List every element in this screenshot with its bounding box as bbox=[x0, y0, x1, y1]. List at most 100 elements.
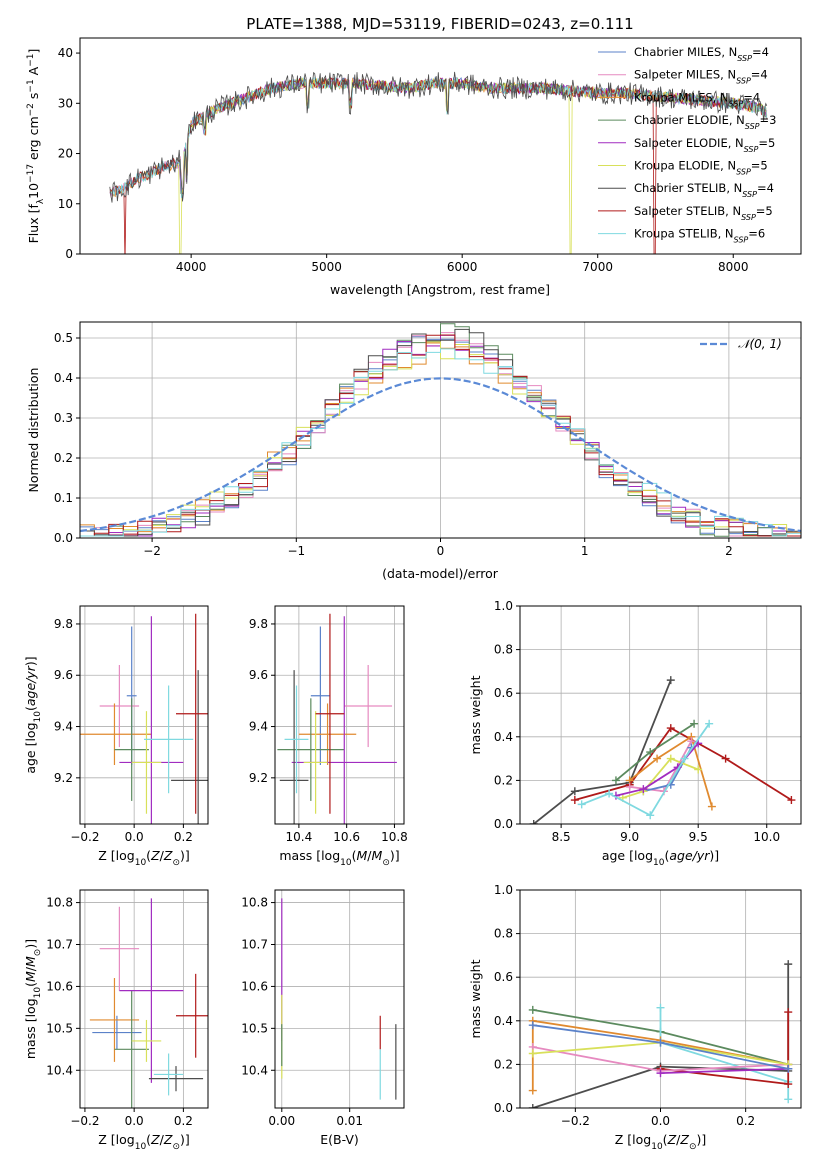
series-line bbox=[533, 679, 672, 824]
x-tick-label: 10.4 bbox=[286, 830, 313, 844]
point-marker bbox=[787, 796, 796, 805]
label-part: age [log bbox=[602, 848, 653, 863]
y-tick-label: 9.8 bbox=[54, 617, 73, 631]
label-part: 10 bbox=[33, 987, 43, 999]
label-part: λ bbox=[36, 198, 46, 204]
legend-text: Salpeter STELIB, N bbox=[634, 204, 741, 218]
label-part: Z bbox=[150, 848, 160, 863]
error-bar-point bbox=[277, 698, 345, 801]
error-bar-point bbox=[279, 670, 309, 824]
y-tick-label: 10.7 bbox=[241, 938, 268, 952]
y-tick-label: 10.5 bbox=[241, 1021, 268, 1035]
y-tick-label: 9.6 bbox=[249, 668, 268, 682]
label-part: )] bbox=[696, 1132, 706, 1147]
y-tick-label: 9.2 bbox=[54, 771, 73, 785]
point-marker bbox=[639, 785, 648, 794]
y-axis-label: mass weight bbox=[468, 959, 483, 1038]
label-part: ( bbox=[146, 848, 151, 863]
legend-entry: Kroupa MILES, NSSP=4 bbox=[634, 90, 760, 108]
x-tick-label: −0.2 bbox=[561, 1114, 590, 1128]
error-bar-point bbox=[99, 664, 140, 748]
x-tick-label: 8.5 bbox=[552, 830, 571, 844]
legend-eq: =5 bbox=[756, 204, 773, 218]
label-part: age/yr bbox=[669, 848, 710, 863]
y-tick-label: 10.7 bbox=[46, 938, 73, 952]
error-bar-point bbox=[315, 613, 345, 814]
axes-frame bbox=[79, 605, 209, 825]
label-part: ⊙ bbox=[382, 858, 390, 868]
label-part: −17 bbox=[26, 164, 36, 183]
point-marker bbox=[528, 1021, 537, 1030]
label-part: ( bbox=[146, 1132, 151, 1147]
legend-entry: Chabrier MILES, NSSP=4 bbox=[634, 45, 769, 63]
label-part: )] bbox=[23, 656, 38, 666]
legend-entry: Chabrier STELIB, NSSP=4 bbox=[634, 181, 774, 199]
label-part: s bbox=[26, 93, 41, 104]
panel-mass-vs-ebv: 0.00 0.01 10.4 10.5 10.6 10.7 10.8 E(B-V) bbox=[241, 889, 405, 1147]
y-tick-label: 10.5 bbox=[46, 1021, 73, 1035]
legend-eq: =3 bbox=[760, 113, 777, 127]
label-part: mass weight bbox=[468, 959, 483, 1038]
label-part: / bbox=[23, 966, 38, 971]
x-tick-label: 0.0 bbox=[125, 1114, 144, 1128]
label-part: M bbox=[372, 848, 383, 863]
error-bar-point bbox=[131, 1019, 162, 1062]
error-bar-point bbox=[119, 898, 184, 1083]
x-axis-label: E(B-V) bbox=[320, 1132, 359, 1147]
error-bar-point bbox=[284, 685, 309, 794]
legend-entry: Salpeter STELIB, NSSP=5 bbox=[634, 204, 773, 222]
y-tick-label: 0.1 bbox=[54, 491, 73, 505]
y-axis-label: age [log10(age/yr)] bbox=[23, 656, 43, 773]
label-part: )] bbox=[180, 848, 190, 863]
label-part: )] bbox=[709, 848, 719, 863]
label-part: −1 bbox=[26, 54, 36, 67]
point-marker bbox=[528, 1086, 537, 1095]
label-part: )] bbox=[390, 848, 400, 863]
legend-sub: SSP bbox=[736, 76, 751, 85]
panel-spectrum: 4000 5000 6000 7000 8000 0 10 20 30 40 wavelength … bbox=[26, 37, 802, 297]
legend-text: Salpeter MILES, N bbox=[634, 68, 736, 82]
plot-area bbox=[80, 323, 801, 538]
error-bar-point bbox=[171, 670, 208, 824]
y-tick-label: 10.4 bbox=[46, 1063, 73, 1077]
point-marker bbox=[690, 719, 699, 728]
spectrum-line bbox=[109, 76, 768, 198]
legend-eq: =4 bbox=[751, 68, 768, 82]
point-marker bbox=[694, 765, 703, 774]
label-part: ( bbox=[352, 848, 357, 863]
y-tick-label: 0.4 bbox=[54, 371, 73, 385]
legend-entry: 𝒩(0, 1) bbox=[738, 337, 782, 351]
error-bar-point bbox=[344, 664, 393, 748]
x-tick-label: 10.8 bbox=[381, 830, 408, 844]
x-tick-label: −0.2 bbox=[70, 1114, 99, 1128]
y-axis-label: mass weight bbox=[468, 675, 483, 754]
legend-text: Salpeter ELODIE, N bbox=[634, 136, 744, 150]
label-part: Z [log bbox=[98, 1132, 134, 1147]
point-marker bbox=[784, 1095, 793, 1104]
label-part: Normed distribution bbox=[26, 368, 41, 493]
label-part: Z bbox=[667, 1132, 677, 1147]
point-marker bbox=[611, 776, 620, 785]
label-part: Z bbox=[163, 848, 173, 863]
legend-text: Kroupa MILES, N bbox=[634, 90, 729, 104]
y-tick-label: 10.8 bbox=[241, 896, 268, 910]
point-marker bbox=[656, 1069, 665, 1078]
plot-area bbox=[89, 898, 208, 1108]
x-tick-label: 0.0 bbox=[651, 1114, 670, 1128]
legend-sub: SSP bbox=[742, 190, 757, 199]
y-tick-label: 0.2 bbox=[494, 1057, 513, 1071]
y-tick-label: 9.2 bbox=[249, 771, 268, 785]
plots-layer: 4000 5000 6000 7000 8000010203040wavelength … bbox=[23, 37, 802, 1152]
error-bar-point bbox=[92, 1015, 142, 1050]
plot-area bbox=[281, 898, 397, 1100]
histogram-step bbox=[80, 334, 801, 538]
point-marker bbox=[570, 787, 579, 796]
label-part: 10 bbox=[26, 183, 41, 199]
plot-area bbox=[529, 676, 796, 824]
panel-mass-vs-Z: −0.2 0.0 0.210.410.510.610.710.8Z [log10(Z… bbox=[23, 889, 209, 1152]
legend-text: Chabrier MILES, N bbox=[634, 45, 737, 59]
error-bar-point bbox=[176, 613, 208, 814]
